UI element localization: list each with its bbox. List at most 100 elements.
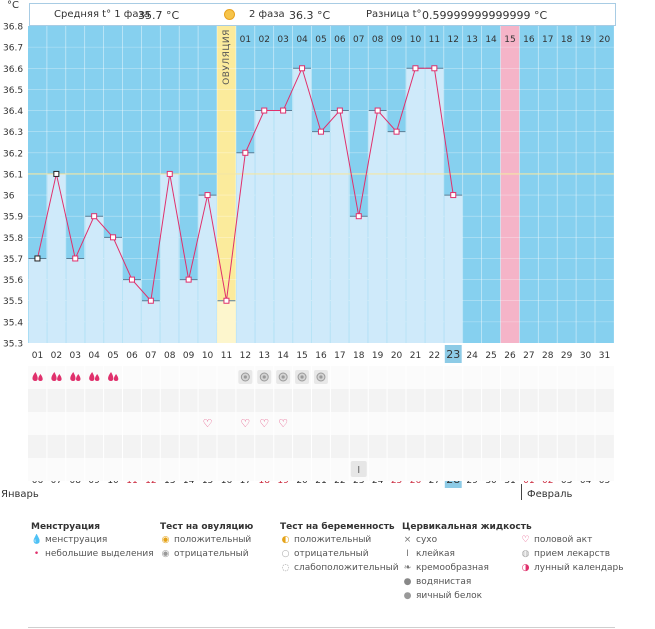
temperature-point [128, 276, 135, 283]
ovulation-negative-icon [319, 375, 323, 379]
temperature-bar [255, 110, 274, 344]
drop-large-icon [89, 372, 95, 381]
temperature-bar [28, 258, 47, 343]
temperature-bar [236, 152, 255, 343]
y-tick-label: 35.4 [3, 318, 23, 328]
temperature-point [147, 297, 154, 304]
diff-value: 0.59999999999999 °C [422, 9, 548, 22]
temperature-point [355, 213, 362, 220]
drop-large-icon [113, 374, 119, 381]
x-tick-label: 17 [334, 351, 345, 361]
month-label-january: Январь [1, 489, 39, 500]
legend-item-label: яичный белок [416, 591, 483, 601]
temperature-bar [160, 173, 179, 343]
ovulation-positive-icon: ◉ [161, 535, 170, 545]
x-tick-label: 03 [70, 351, 81, 361]
legend-item-label: клейкая [416, 549, 455, 559]
temperature-point [242, 149, 249, 156]
heart-icon: ♡ [521, 535, 530, 545]
cycle-day-top-label: 01 [240, 35, 251, 45]
watery-icon: ● [403, 577, 412, 587]
cycle-day-top-label: 13 [466, 35, 477, 45]
legend-item: ◌ слабоположительный [280, 563, 399, 573]
y-tick-label: 36.8 [3, 23, 23, 33]
legend-item: ● водянистая [402, 577, 472, 587]
sticky-icon: I [406, 549, 409, 559]
x-tick-label: 28 [542, 351, 554, 361]
temperature-bar [274, 110, 293, 344]
dry-icon: × [403, 535, 412, 545]
cycle-day-top-label: 06 [334, 35, 346, 45]
temperature-point [53, 170, 60, 177]
legend-item: ◐ положительный [280, 535, 372, 545]
y-tick-label: 35.3 [3, 340, 23, 350]
heart-icon: ♡ [259, 417, 269, 430]
temperature-point [336, 107, 343, 114]
x-tick-label: 08 [164, 351, 176, 361]
cycle-day-top-label: 18 [561, 35, 573, 45]
legend-item: ◍ прием лекарств [520, 549, 611, 559]
temperature-point [317, 128, 324, 135]
temperature-bar [217, 300, 236, 343]
x-tick-label: 24 [466, 351, 478, 361]
cycle-day-top-label: 19 [580, 35, 592, 45]
pill-icon: ◍ [521, 549, 530, 559]
unit-label: °C [7, 0, 19, 11]
x-tick-label: 06 [126, 351, 138, 361]
cycle-day-top-label: 15 [504, 35, 515, 45]
temperature-point [299, 65, 306, 72]
drop-large-icon [32, 372, 38, 381]
temperature-point [431, 65, 438, 72]
temperature-bar [141, 300, 160, 343]
x-tick-label: 05 [107, 351, 118, 361]
legend-group-title: Тест на овуляцию [160, 522, 254, 532]
ovulation-label: ОВУЛЯЦИЯ [222, 29, 232, 85]
temperature-bar [312, 131, 330, 343]
legend-item: ◑ лунный календарь [520, 563, 624, 573]
ovulation-label-wrap: ОВУЛЯЦИЯ [218, 29, 236, 90]
x-tick-label: 19 [372, 351, 384, 361]
legend-item-label: водянистая [416, 577, 472, 587]
cycle-day-top-label: 17 [542, 35, 553, 45]
temperature-point [223, 297, 230, 304]
drop-large-icon [108, 372, 114, 381]
x-tick-label: 21 [410, 351, 421, 361]
creamy-icon: ❧ [403, 563, 412, 573]
y-tick-label: 36.1 [3, 170, 23, 180]
temperature-bar [349, 216, 368, 343]
legend-item-label: отрицательный [294, 549, 369, 559]
legend-item-label: половой акт [534, 535, 593, 545]
temperature-bar [179, 279, 198, 343]
cycle-day-top-label: 05 [315, 35, 326, 45]
x-tick-label: 13 [259, 351, 270, 361]
temperature-point [374, 107, 381, 114]
temperature-bar [123, 279, 141, 343]
temperature-point [110, 234, 117, 241]
y-tick-label: 35.7 [3, 255, 23, 265]
moon-icon: ◑ [521, 563, 530, 573]
legend-item-label: слабоположительный [294, 563, 399, 573]
temperature-point [91, 213, 98, 220]
x-tick-label: 09 [183, 351, 195, 361]
today-cycle-highlight [444, 345, 462, 363]
phase1-value: 35.7 °C [138, 9, 180, 22]
temperature-bar [406, 68, 425, 344]
drop-large-icon [94, 374, 100, 381]
y-tick-label: 35.6 [3, 276, 23, 286]
legend-item: ❧ кремообразная [402, 563, 489, 573]
phase1-label: Средняя t° 1 фаза [54, 9, 150, 20]
drop-small-icon: • [33, 549, 40, 559]
temperature-bar [293, 68, 311, 344]
legend-item: • небольшие выделения [31, 549, 154, 559]
x-tick-label: 07 [145, 351, 156, 361]
drop-large-icon [70, 372, 76, 381]
temperature-point [185, 276, 192, 283]
x-tick-label: 26 [504, 351, 516, 361]
cycle-day-top-label: 16 [523, 35, 535, 45]
y-tick-label: 35.9 [3, 213, 23, 223]
temperature-point [280, 107, 287, 114]
next-period-column [500, 26, 520, 343]
cycle-day-top-label: 14 [485, 35, 497, 45]
legend-item: ○ отрицательный [280, 549, 369, 559]
